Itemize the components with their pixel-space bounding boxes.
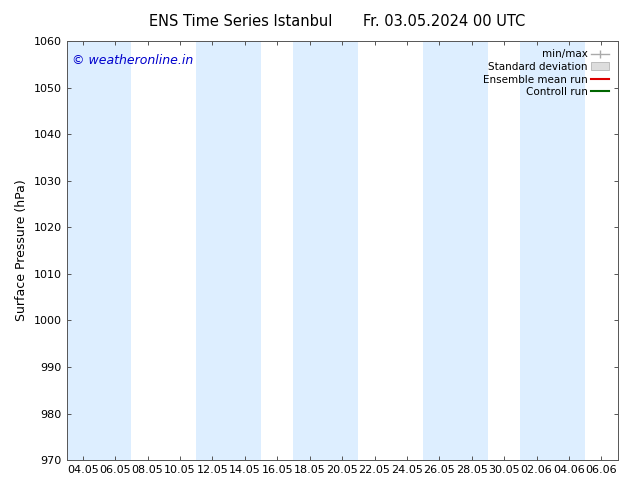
Bar [423,41,488,460]
Bar [67,41,131,460]
Text: © weatheronline.in: © weatheronline.in [72,53,193,67]
Legend: min/max, Standard deviation, Ensemble mean run, Controll run: min/max, Standard deviation, Ensemble me… [479,46,612,100]
Y-axis label: Surface Pressure (hPa): Surface Pressure (hPa) [15,180,28,321]
Bar [196,41,261,460]
Text: Fr. 03.05.2024 00 UTC: Fr. 03.05.2024 00 UTC [363,14,525,29]
Text: ENS Time Series Istanbul: ENS Time Series Istanbul [149,14,333,29]
Bar [294,41,358,460]
Bar [521,41,585,460]
